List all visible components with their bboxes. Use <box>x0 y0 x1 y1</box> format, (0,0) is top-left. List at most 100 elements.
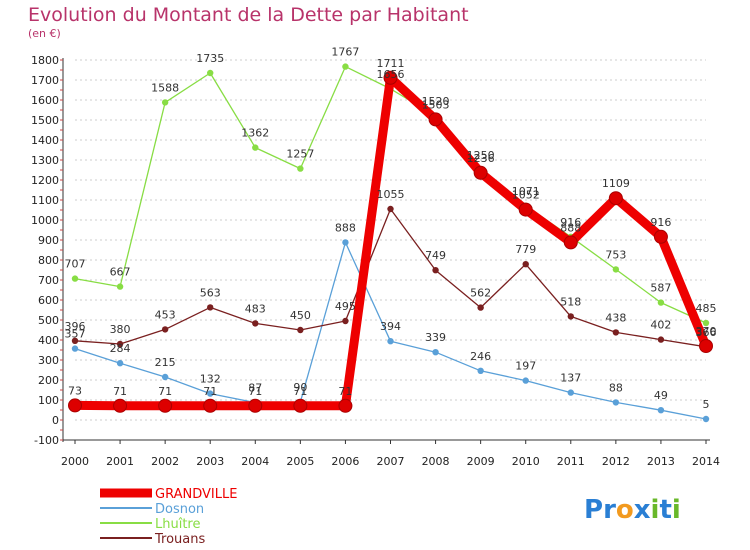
data-label: 1767 <box>331 46 359 59</box>
data-point <box>71 345 79 352</box>
legend-label: Dosnon <box>155 502 204 517</box>
data-point <box>116 283 124 290</box>
data-label: 453 <box>155 308 176 321</box>
data-point <box>113 398 128 413</box>
data-label: 366 <box>696 326 717 339</box>
data-point <box>657 407 665 414</box>
y-tick-label: 1300 <box>31 154 59 167</box>
data-point <box>432 349 439 356</box>
x-tick-label: 2006 <box>331 455 359 468</box>
data-point <box>477 367 484 374</box>
data-point <box>387 338 394 345</box>
y-tick-label: 1500 <box>31 114 59 127</box>
legend-label: Trouans <box>154 532 205 547</box>
data-point <box>342 239 349 246</box>
x-tick-label: 2007 <box>377 455 405 468</box>
data-label: 88 <box>609 381 623 394</box>
data-point <box>383 70 398 85</box>
y-tick-label: 600 <box>38 294 59 307</box>
y-tick-label: 500 <box>38 314 59 327</box>
data-point <box>653 229 668 244</box>
data-label: 394 <box>380 320 401 333</box>
y-tick-label: 700 <box>38 274 59 287</box>
data-label: 1735 <box>196 52 224 65</box>
y-tick-label: 900 <box>38 234 59 247</box>
data-label: 779 <box>515 243 536 256</box>
data-label: 495 <box>335 300 356 313</box>
y-tick-label: 0 <box>52 414 59 427</box>
data-label: 90 <box>293 381 307 394</box>
data-label: 749 <box>425 249 446 262</box>
y-tick-label: 1400 <box>31 134 59 147</box>
data-label: 1071 <box>512 185 540 198</box>
x-tick-label: 2010 <box>512 455 540 468</box>
data-label: 137 <box>560 372 581 385</box>
y-tick-label: 1000 <box>31 214 59 227</box>
data-point <box>567 313 574 320</box>
data-label: 753 <box>605 248 626 261</box>
data-label: 1362 <box>241 127 269 140</box>
data-point <box>612 329 620 336</box>
data-label: 1250 <box>467 149 495 162</box>
data-point <box>387 205 394 213</box>
data-point <box>116 360 124 367</box>
data-label: 396 <box>65 320 86 333</box>
data-label: 888 <box>560 221 581 234</box>
data-point <box>297 326 304 334</box>
data-point <box>297 165 304 172</box>
data-point <box>563 235 578 250</box>
x-tick-label: 2008 <box>422 455 450 468</box>
x-tick-label: 2001 <box>106 455 134 468</box>
data-label: 197 <box>515 360 536 373</box>
data-point <box>477 304 484 311</box>
data-label: 71 <box>248 385 262 398</box>
data-point <box>699 339 713 353</box>
data-point <box>161 326 169 333</box>
data-label: 518 <box>560 295 581 308</box>
y-tick-label: 200 <box>38 374 59 387</box>
data-point <box>68 398 82 413</box>
data-label: 71 <box>158 385 172 398</box>
data-point <box>161 373 169 381</box>
data-point <box>608 191 623 206</box>
data-label: 450 <box>290 309 311 322</box>
data-point <box>518 202 533 217</box>
y-tick-label: 1100 <box>31 194 59 207</box>
x-tick-label: 2002 <box>151 455 179 468</box>
data-label: 1052 <box>512 189 540 202</box>
data-label: 339 <box>425 331 446 344</box>
data-point <box>567 389 574 396</box>
y-tick-label: 1600 <box>31 94 59 107</box>
data-label: 246 <box>470 350 491 363</box>
data-label: 87 <box>248 382 262 395</box>
x-tick-label: 2012 <box>602 455 630 468</box>
data-label: 132 <box>200 373 221 386</box>
x-tick-label: 2005 <box>286 455 314 468</box>
data-label: 5 <box>703 398 710 411</box>
data-point <box>432 267 439 274</box>
data-point <box>702 319 710 327</box>
data-point <box>203 398 218 413</box>
data-point <box>207 304 214 311</box>
data-label: 707 <box>65 258 86 271</box>
data-label: 284 <box>110 342 131 355</box>
data-label: 49 <box>654 389 668 402</box>
data-point <box>342 317 349 325</box>
data-point <box>428 112 443 127</box>
data-label: 71 <box>113 385 127 398</box>
data-point <box>612 399 620 406</box>
data-point <box>657 336 665 343</box>
data-label: 1236 <box>467 152 495 165</box>
x-tick-label: 2013 <box>647 455 675 468</box>
data-label: 215 <box>155 356 176 369</box>
y-tick-label: 100 <box>38 394 59 407</box>
x-tick-label: 2000 <box>61 455 89 468</box>
data-label: 1656 <box>377 68 405 81</box>
legend-label: GRANDVILLE <box>155 487 237 502</box>
chart-subtitle: (en €) <box>28 27 61 40</box>
data-point <box>473 165 488 180</box>
logo-letter: i <box>651 495 660 525</box>
data-label: 71 <box>338 385 352 398</box>
